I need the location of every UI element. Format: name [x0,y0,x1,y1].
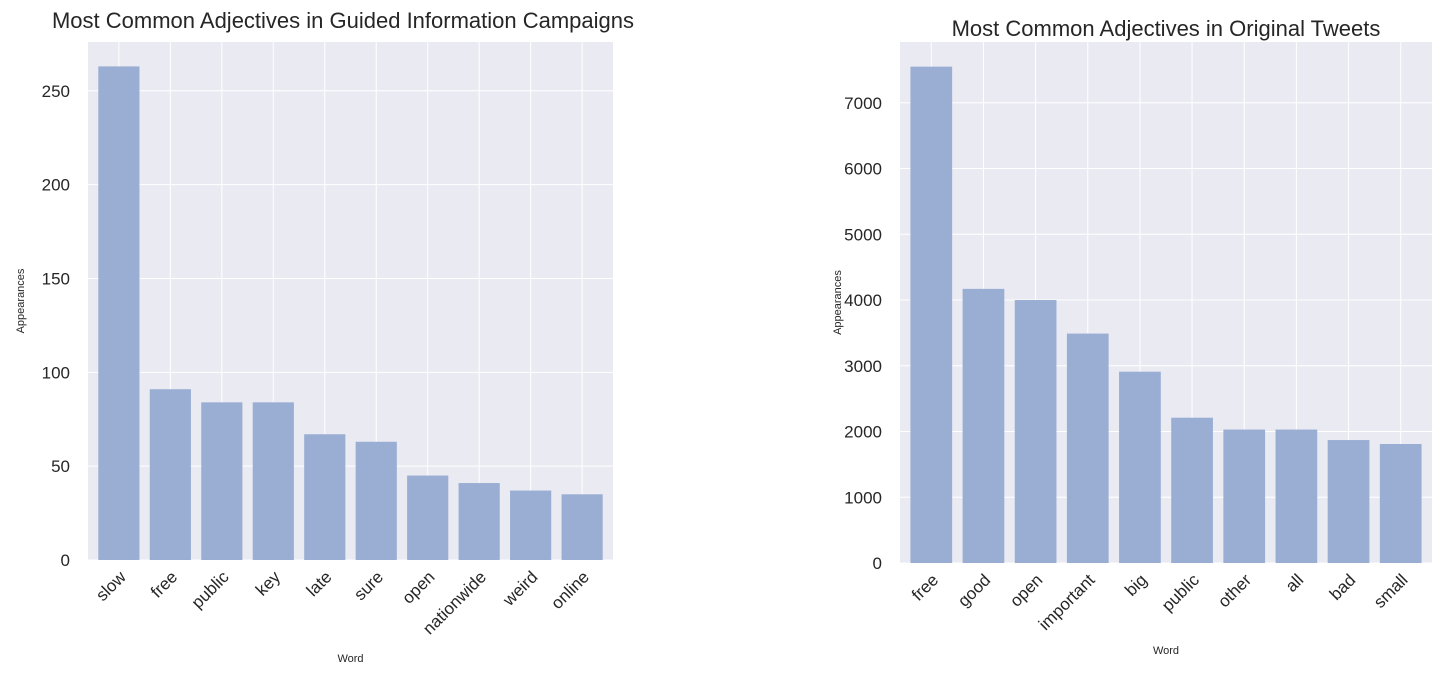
x-tick-label: free [908,570,942,604]
x-tick-label: big [1121,570,1150,599]
bar-small [1379,444,1422,563]
y-tick-label: 0 [61,551,70,570]
x-tick-label: free [147,567,181,601]
x-tick-label: public [1158,570,1203,615]
x-tick-label: important [1035,570,1099,634]
x-tick-label: late [303,567,336,600]
y-tick-label: 3000 [844,357,882,376]
y-tick-label: 0 [873,554,882,573]
y-tick-label: 6000 [844,160,882,179]
bar-free [910,66,953,563]
x-tick-label: other [1214,570,1255,611]
x-tick-label: bad [1326,570,1359,603]
bars [98,66,603,560]
y-tick-label: 250 [42,82,70,101]
bar-open [407,475,449,560]
chart-original-tweets: 0 1000 2000 3000 4000 5000 6000 7000 free good op… [832,16,1432,657]
x-tick-label: online [547,567,593,613]
x-tick-label: all [1282,570,1307,595]
x-tick-label: good [954,570,994,610]
bar-free [149,389,191,560]
bar-sure [355,441,397,560]
chart-title: Most Common Adjectives in Guided Informa… [52,8,634,33]
bar-nationwide [458,483,500,560]
y-axis-label: Appearances [15,268,27,333]
bar-other [1223,429,1266,563]
x-axis-label: Word [1153,645,1179,657]
y-tick-label: 7000 [844,94,882,113]
bar-big [1119,371,1161,563]
chart-title: Most Common Adjectives in Original Tweet… [952,16,1381,41]
x-tick-label: small [1370,570,1411,611]
chart-guided-campaigns: 0 50 100 150 200 250 slow free public key late sur… [15,8,634,665]
bar-key [252,402,294,560]
bar-weird [510,490,552,560]
bar-all [1275,429,1318,563]
y-tick-labels: 0 50 100 150 200 250 [42,82,70,570]
x-tick-label: open [398,567,438,607]
y-tick-label: 100 [42,363,70,382]
x-tick-label: weird [499,567,542,610]
y-tick-label: 1000 [844,488,882,507]
bar-public [201,402,243,560]
x-tick-label: key [252,567,284,599]
y-tick-labels: 0 1000 2000 3000 4000 5000 6000 7000 [844,94,882,573]
y-tick-label: 200 [42,176,70,195]
y-tick-label: 150 [42,269,70,288]
bar-public [1171,417,1213,563]
x-tick-label: public [188,567,233,612]
x-tick-label: slow [92,567,130,605]
bar-important [1066,333,1109,563]
bar-open [1014,300,1057,563]
x-tick-label: sure [350,567,387,604]
bar-late [304,434,346,560]
bar-slow [98,66,140,560]
x-axis-label: Word [337,653,363,665]
y-tick-label: 2000 [844,423,882,442]
y-tick-label: 5000 [844,225,882,244]
bar-good [962,288,1005,563]
bar-bad [1327,440,1370,563]
x-tick-label: open [1006,570,1046,610]
y-axis-label: Appearances [832,270,844,335]
bar-online [561,494,603,560]
y-tick-label: 50 [51,457,70,476]
bars [910,66,1422,563]
y-tick-label: 4000 [844,291,882,310]
